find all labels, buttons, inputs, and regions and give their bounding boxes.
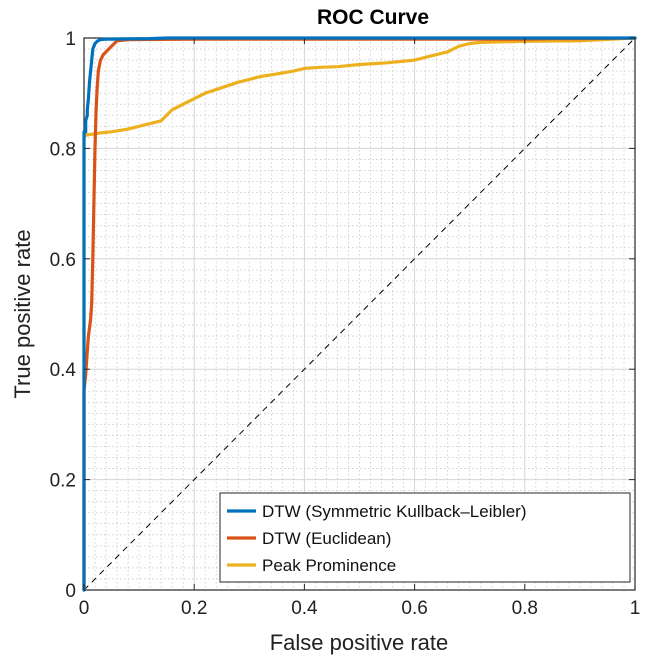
y-tick-label: 1 [65, 29, 76, 50]
series-line-1 [82, 36, 637, 592]
legend-box [219, 492, 631, 583]
legend-label: DTW (Symmetric Kullback–Leibler) [262, 502, 527, 521]
y-tick-label: 0.2 [50, 471, 76, 492]
x-tick-label: 1 [630, 598, 641, 619]
y-tick-label: 0 [65, 581, 76, 602]
x-tick-label: 0.4 [291, 598, 318, 619]
y-tick-label: 0.4 [50, 360, 77, 381]
legend-label: DTW (Euclidean) [262, 529, 391, 548]
y-axis-label: True positive rate [10, 229, 35, 398]
y-tick-labels: 0 0.2 0.4 0.6 0.8 1 [50, 29, 77, 602]
x-tick-label: 0.8 [512, 598, 538, 619]
x-tick-label: 0.2 [181, 598, 207, 619]
x-axis-label: False positive rate [270, 630, 449, 655]
legend-label: Peak Prominence [262, 556, 396, 575]
chance-reference-line [83, 37, 636, 591]
legend: DTW (Symmetric Kullback–Leibler) DTW (Euc… [219, 492, 631, 583]
chart-title: ROC Curve [317, 6, 429, 29]
y-tick-label: 0.6 [50, 250, 76, 271]
x-tick-label: 0 [79, 598, 90, 619]
x-tick-labels: 0 0.2 0.4 0.6 0.8 1 [79, 598, 641, 619]
reference-line-group [83, 37, 636, 591]
axis-ticks [83, 37, 636, 591]
x-tick-label: 0.6 [401, 598, 427, 619]
y-tick-label: 0.8 [50, 139, 76, 160]
series-line-3 [82, 36, 637, 592]
